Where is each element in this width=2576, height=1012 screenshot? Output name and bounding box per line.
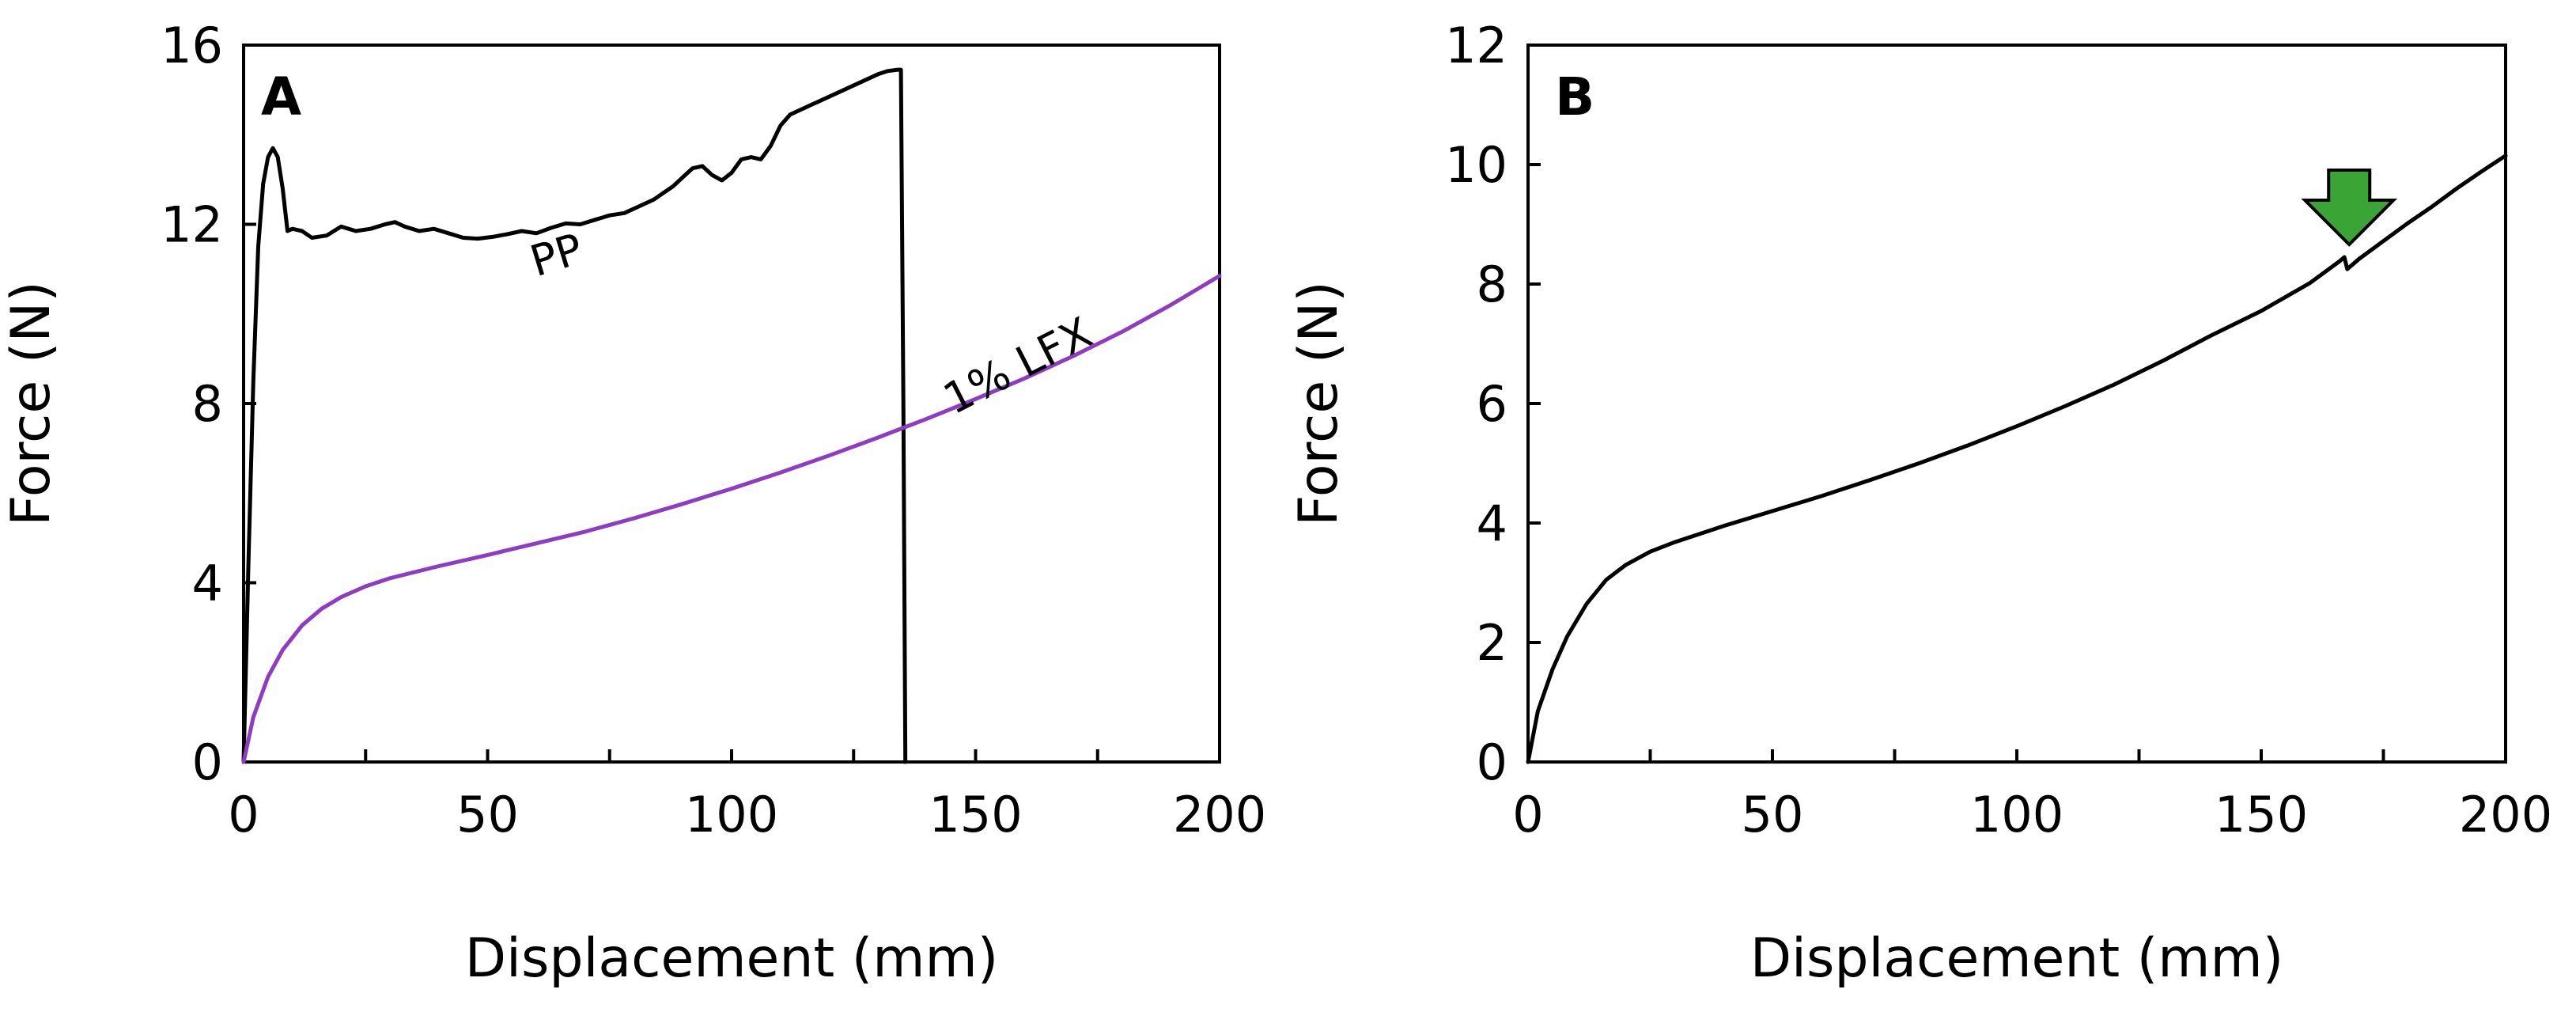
panel-a-series-1-lfx-line <box>241 274 1222 764</box>
panel-b-y-tick-label: 12 <box>1445 17 1507 74</box>
panel-a-y-tick-label: 12 <box>161 196 223 254</box>
panel-b-plot-frame <box>1526 44 2507 764</box>
panel-b-x-axis-title: Displacement (mm) <box>1750 927 2284 990</box>
panel-a-chart: 0 50 100 150 200 0 4 8 12 16 Displacement (mm) Forc… <box>0 17 1266 990</box>
panel-a-y-tick-label: 16 <box>161 17 223 74</box>
panel-a-x-axis-title: Displacement (mm) <box>465 927 999 990</box>
panel-b-y-tick-label: 0 <box>1477 733 1507 791</box>
panel-b-y-tick-label: 4 <box>1477 495 1507 552</box>
panel-b-panel-letter: B <box>1555 66 1594 127</box>
panel-a-plot-frame <box>242 44 1221 764</box>
panel-b-series-curve-line <box>1526 154 2508 764</box>
panel-b-x-tick-label: 200 <box>2459 786 2552 843</box>
panel-a-x-tick-label: 0 <box>228 786 259 843</box>
panel-b-x-tick-label: 150 <box>2215 786 2308 843</box>
panel-b-y-tick-label: 2 <box>1477 614 1507 672</box>
panel-b-y-axis-title: Force (N) <box>1288 281 1350 526</box>
panel-b-x-tick-label: 100 <box>1970 786 2063 843</box>
panel-b-y-tick-label: 6 <box>1477 375 1507 433</box>
panel-a-panel-letter: A <box>261 66 301 127</box>
panel-a-x-tick-label: 150 <box>929 786 1022 843</box>
panel-b-x-tick-label: 0 <box>1512 786 1543 843</box>
panel-a-label-1-lfx: 1% LFX <box>936 308 1100 424</box>
panel-b-down-arrow-icon <box>2301 169 2398 247</box>
panel-a-y-axis-title: Force (N) <box>0 281 62 526</box>
panel-a-y-tick-label: 4 <box>192 555 223 612</box>
panel-a-series-pp-line <box>241 67 908 764</box>
panel-a-y-tick-label: 0 <box>192 733 223 791</box>
panel-a-y-tick-label: 8 <box>192 375 223 433</box>
panel-a-x-tick-label: 100 <box>685 786 778 843</box>
panel-b-y-tick-label: 10 <box>1445 136 1507 194</box>
panel-b-y-tick-label: 8 <box>1477 256 1507 313</box>
panel-a-x-tick-label: 200 <box>1173 786 1266 843</box>
panel-b-chart: 0 50 100 150 200 0 2 4 6 8 10 12 Displacement (mm) Fo… <box>1288 17 2552 990</box>
panel-a-x-tick-label: 50 <box>456 786 519 843</box>
panel-b-x-tick-label: 50 <box>1742 786 1804 843</box>
